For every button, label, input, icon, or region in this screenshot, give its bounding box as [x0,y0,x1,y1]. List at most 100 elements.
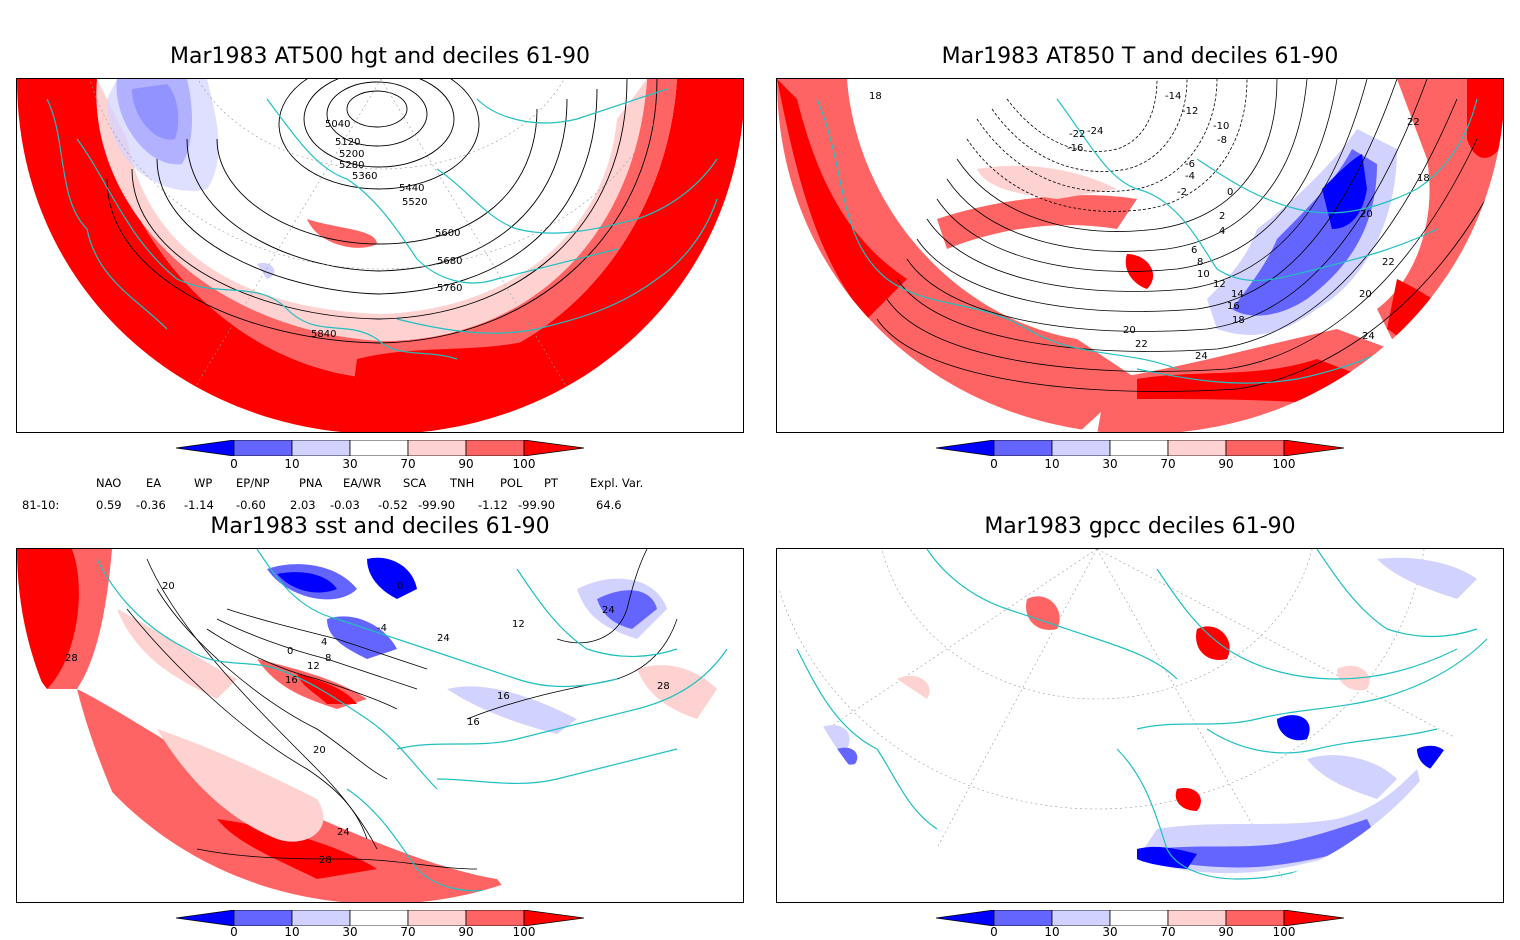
panel-title-3: Mar1983 sst and deciles 61-90 [210,514,550,539]
colorbar-2: 0 10 30 70 90 100 [935,439,1346,474]
contour-label: -10 [1213,121,1229,132]
colorbar-tick: 10 [1044,457,1060,471]
map-panel-sst: 20 28 0 4 8 12 16 20 24 28 16 16 24 28 0… [16,548,744,903]
colorbar-tick: 0 [990,925,998,939]
colorbar-tick: 30 [342,925,358,939]
contour-label: 2 [1219,211,1225,222]
contour-label: 28 [65,653,78,664]
colorbar-tick: 30 [1102,457,1118,471]
map-gpcc-svg [777,549,1503,902]
contour-label: 5120 [335,137,360,148]
contour-label: 8 [1197,257,1203,268]
colorbar-tick: 100 [1272,457,1296,471]
colorbar-tick: 10 [1044,925,1060,939]
colorbar-4-svg [935,909,1345,927]
map-panel-t850: 18 -14 -12 -10 -8 -16 -22 -24 -6 -4 -2 0… [776,78,1504,433]
contour-label: -16 [1067,143,1083,154]
contour-label: -4 [1185,171,1195,182]
panel-title-1: Mar1983 AT500 hgt and deciles 61-90 [170,44,590,69]
colorbar-tick: 0 [990,457,998,471]
contour-label: 5840 [311,329,336,340]
contour-label: 14 [1231,289,1244,300]
contour-label: 4 [321,637,327,648]
index-value: -99.90 [518,498,556,512]
contour-label: 18 [1232,315,1245,326]
index-header: NAO [96,476,122,490]
contour-label: 20 [1359,289,1372,300]
index-value: -0.03 [330,498,360,512]
index-row-label: 81-10: [22,498,60,512]
map-panel-hgt500: 5040 5120 5200 5280 5360 5440 5520 5600 … [16,78,744,433]
contour-label: 5040 [325,119,350,130]
contour-label: -12 [1182,106,1198,117]
contour-label: 24 [337,827,350,838]
colorbar-4: 0 10 30 70 90 100 [935,909,1346,940]
colorbar-tick: 10 [284,457,300,471]
contour-label: 16 [467,717,480,728]
index-header: EA/WR [343,476,382,490]
contour-label: 24 [1195,351,1208,362]
map-sst-svg: 20 28 0 4 8 12 16 20 24 28 16 16 24 28 0… [17,549,743,902]
contour-label: 5200 [339,149,364,160]
colorbar-tick: 0 [230,925,238,939]
contour-label: 24 [437,633,450,644]
colorbar-tick: 90 [458,925,474,939]
index-header: PT [544,476,558,490]
contour-label: 5280 [339,160,364,171]
colorbar-tick: 70 [1160,457,1176,471]
index-value: -0.60 [236,498,266,512]
map-hgt500-svg: 5040 5120 5200 5280 5360 5440 5520 5600 … [17,79,743,432]
contour-label: 12 [307,661,320,672]
contour-label: -2 [1177,187,1187,198]
contour-label: 28 [657,681,670,692]
colorbar-tick: 70 [400,457,416,471]
contour-label: -8 [1217,135,1227,146]
contour-label: 12 [1213,279,1226,290]
index-value: -0.52 [378,498,408,512]
contour-label: -4 [377,623,387,634]
contour-label: 22 [1407,117,1420,128]
index-header: TNH [450,476,475,490]
index-value: 64.6 [596,498,622,512]
index-value: 0.59 [96,498,122,512]
contour-label: 16 [285,675,298,686]
index-value: -1.12 [478,498,508,512]
colorbar-tick: 70 [400,925,416,939]
colorbar-1: 0 10 30 70 90 100 [175,439,586,474]
hgt-contour-labels: 5040 5120 5200 5280 5360 5440 5520 5600 … [311,119,462,340]
colorbar-1-svg [175,439,585,457]
map-t850-svg: 18 -14 -12 -10 -8 -16 -22 -24 -6 -4 -2 0… [777,79,1503,432]
colorbar-3: 0 10 30 70 90 100 [175,909,586,940]
index-header: WP [194,476,213,490]
colorbar-tick: 100 [512,925,536,939]
contour-label: 0 [287,646,293,657]
index-header: EA [146,476,162,490]
contour-label: 20 [313,745,326,756]
colorbar-tick: 0 [230,457,238,471]
colorbar-tick: 100 [1272,925,1296,939]
contour-label: 0 [397,581,403,592]
contour-label: 20 [1360,209,1373,220]
contour-label: 22 [1135,339,1148,350]
contour-label: -22 [1069,129,1085,140]
contour-label: 20 [162,581,175,592]
index-header: EP/NP [236,476,270,490]
colorbar-tick: 10 [284,925,300,939]
colorbar-tick: 90 [1218,925,1234,939]
colorbar-tick: 90 [458,457,474,471]
colorbar-3-svg [175,909,585,927]
t850-contour-labels: 18 -14 -12 -10 -8 -16 -22 -24 -6 -4 -2 0… [869,91,1430,362]
colorbar-tick: 30 [1102,925,1118,939]
contour-label: 5600 [435,228,460,239]
contour-label: 24 [1362,331,1375,342]
contour-label: 18 [1417,173,1430,184]
contour-label: 5440 [399,183,424,194]
map-panel-gpcc [776,548,1504,903]
contour-label: 5760 [437,283,462,294]
contour-label: 28 [319,855,332,866]
contour-label: 16 [497,691,510,702]
colorbar-tick: 30 [342,457,358,471]
contour-label: -24 [1087,126,1103,137]
index-header: PNA [299,476,323,490]
contour-label: 5360 [352,171,377,182]
